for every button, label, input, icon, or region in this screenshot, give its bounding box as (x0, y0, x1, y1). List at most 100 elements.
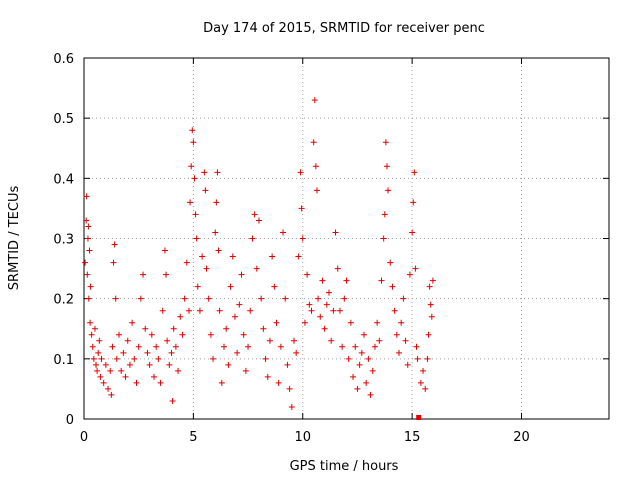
data-point (286, 385, 293, 392)
data-point (277, 343, 284, 350)
data-points (82, 97, 436, 420)
y-axis-label: SRMTID / TECUs (7, 186, 22, 291)
data-point (385, 187, 392, 194)
data-point (110, 259, 117, 266)
data-point (396, 349, 402, 356)
data-point (196, 307, 203, 314)
data-point (298, 205, 305, 212)
data-point (140, 271, 147, 278)
data-point (345, 355, 352, 362)
data-point (363, 379, 370, 386)
data-point (236, 301, 243, 308)
data-point (334, 265, 341, 272)
data-point (84, 235, 91, 242)
square-marker (416, 415, 422, 420)
data-point (264, 373, 271, 380)
data-point (398, 319, 405, 326)
data-point (312, 163, 319, 170)
data-point (367, 391, 374, 398)
data-point (339, 343, 346, 350)
data-point (291, 337, 297, 344)
data-point (315, 295, 322, 302)
data-point (187, 199, 194, 206)
axis-ticks: 0 5 10 15 20 0 0.1 0.2 0.3 0.4 0.5 0.6 (53, 52, 609, 445)
data-point (393, 331, 400, 338)
data-point (135, 343, 142, 350)
data-point (192, 211, 199, 218)
data-point (328, 337, 335, 344)
data-point (175, 367, 182, 374)
data-point (389, 283, 396, 290)
data-point (88, 331, 95, 338)
data-point (210, 355, 217, 362)
grid (84, 58, 609, 419)
y-tick-label: 0.2 (53, 293, 74, 308)
data-point (221, 343, 227, 350)
x-tick-label: 5 (189, 430, 197, 445)
data-point (391, 307, 398, 314)
data-point (163, 271, 170, 278)
data-point (427, 301, 434, 308)
data-point (83, 217, 90, 224)
data-point (313, 187, 320, 194)
data-point (214, 169, 221, 176)
data-point (215, 247, 222, 254)
data-point (169, 397, 176, 404)
data-point (91, 325, 98, 332)
data-point (193, 235, 200, 242)
data-point (100, 379, 107, 386)
data-point (133, 379, 140, 386)
data-point (179, 331, 186, 338)
data-point (402, 337, 409, 344)
data-point (262, 355, 269, 362)
data-point (112, 295, 119, 302)
data-point (413, 343, 420, 350)
data-point (213, 199, 220, 206)
data-point (118, 367, 125, 374)
y-tick-label: 0.3 (53, 233, 74, 248)
data-point (131, 355, 138, 362)
data-point (166, 361, 173, 368)
y-tick-label: 0 (66, 413, 74, 428)
data-point (256, 217, 262, 224)
data-point (98, 355, 105, 362)
data-point (332, 229, 339, 236)
data-point (258, 295, 265, 302)
data-point (269, 253, 276, 260)
x-tick-label: 15 (404, 430, 421, 445)
data-point (352, 343, 359, 350)
data-point (181, 295, 188, 302)
data-point (124, 337, 131, 344)
data-point (308, 307, 315, 314)
data-point (84, 271, 91, 278)
data-point (86, 247, 93, 254)
data-point (238, 271, 245, 278)
data-point (381, 211, 388, 218)
data-point (159, 307, 166, 314)
data-point (87, 283, 94, 290)
data-point (356, 361, 363, 368)
data-point (108, 391, 115, 398)
data-point (155, 355, 162, 362)
data-point (365, 355, 372, 362)
data-point (212, 229, 219, 236)
data-point (422, 385, 429, 392)
data-point (129, 319, 136, 326)
data-point (186, 307, 192, 314)
data-point (412, 265, 419, 272)
data-point (234, 349, 241, 356)
data-point (90, 355, 97, 362)
data-point (383, 163, 390, 170)
data-point (97, 373, 104, 380)
x-tick-label: 20 (513, 430, 530, 445)
data-point (216, 307, 223, 314)
data-point (85, 223, 92, 230)
data-point (284, 361, 291, 368)
data-point (304, 271, 311, 278)
data-point (223, 325, 230, 332)
data-point (311, 97, 318, 104)
data-point (183, 259, 190, 266)
data-point (148, 331, 155, 338)
data-point (245, 343, 252, 350)
